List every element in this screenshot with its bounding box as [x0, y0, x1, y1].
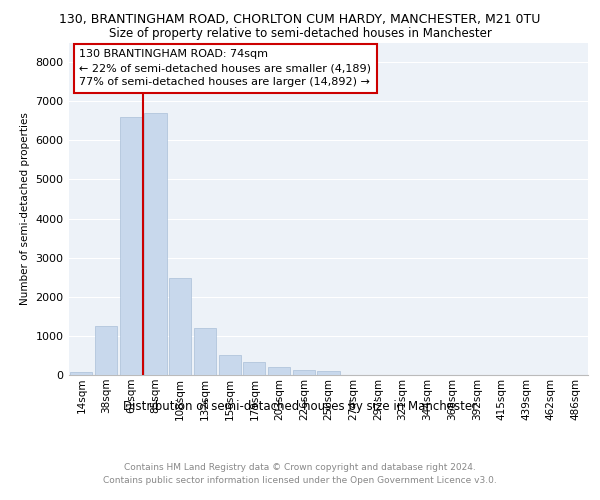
Y-axis label: Number of semi-detached properties: Number of semi-detached properties [20, 112, 30, 305]
Bar [145, 113, 167, 375]
Bar [218, 354, 241, 375]
Text: 130, BRANTINGHAM ROAD, CHORLTON CUM HARDY, MANCHESTER, M21 0TU: 130, BRANTINGHAM ROAD, CHORLTON CUM HARD… [59, 12, 541, 26]
Text: Contains HM Land Registry data © Crown copyright and database right 2024.: Contains HM Land Registry data © Crown c… [124, 462, 476, 471]
Text: 130 BRANTINGHAM ROAD: 74sqm
← 22% of semi-detached houses are smaller (4,189)
77: 130 BRANTINGHAM ROAD: 74sqm ← 22% of sem… [79, 49, 371, 87]
Bar [317, 370, 340, 375]
Text: Contains public sector information licensed under the Open Government Licence v3: Contains public sector information licen… [103, 476, 497, 485]
Bar [95, 326, 117, 375]
Text: Distribution of semi-detached houses by size in Manchester: Distribution of semi-detached houses by … [123, 400, 477, 413]
Bar [194, 328, 216, 375]
Bar [119, 117, 142, 375]
Bar [70, 372, 92, 375]
Bar [293, 370, 315, 375]
Bar [268, 367, 290, 375]
Bar [243, 362, 265, 375]
Text: Size of property relative to semi-detached houses in Manchester: Size of property relative to semi-detach… [109, 28, 491, 40]
Bar [169, 278, 191, 375]
